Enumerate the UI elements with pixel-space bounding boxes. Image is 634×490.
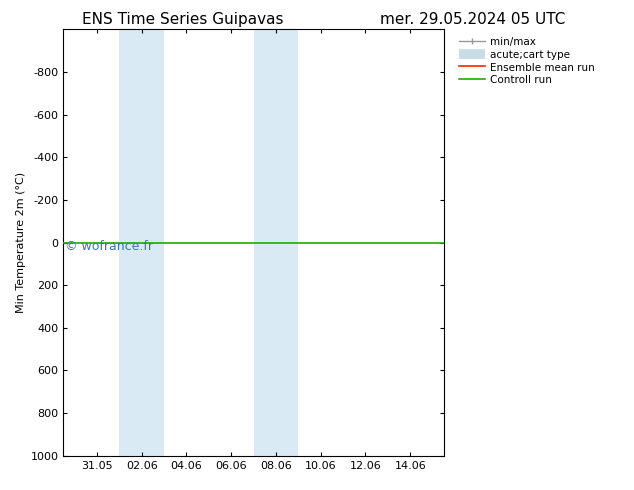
Bar bbox=[119, 29, 164, 456]
Y-axis label: Min Temperature 2m (°C): Min Temperature 2m (°C) bbox=[16, 172, 27, 313]
Bar bbox=[254, 29, 299, 456]
Text: mer. 29.05.2024 05 UTC: mer. 29.05.2024 05 UTC bbox=[380, 12, 566, 27]
Text: © wofrance.fr: © wofrance.fr bbox=[65, 240, 153, 253]
Legend: min/max, acute;cart type, Ensemble mean run, Controll run: min/max, acute;cart type, Ensemble mean … bbox=[456, 35, 597, 88]
Text: ENS Time Series Guipavas: ENS Time Series Guipavas bbox=[82, 12, 284, 27]
